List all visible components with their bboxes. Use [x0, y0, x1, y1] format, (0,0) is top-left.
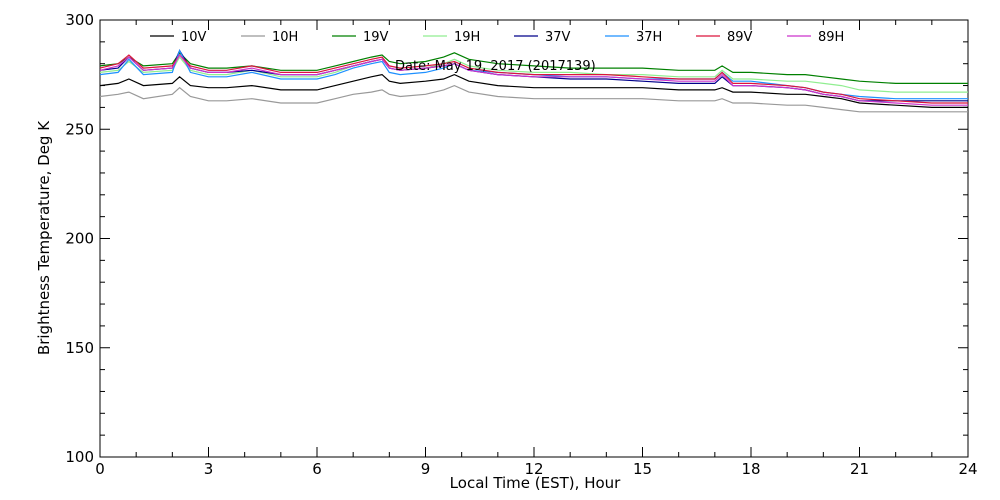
legend-label-10h: 10H	[272, 30, 298, 45]
x-tick-label: 9	[421, 460, 431, 478]
x-tick-label: 24	[958, 460, 977, 478]
y-tick-label: 250	[65, 120, 94, 138]
x-tick-label: 18	[741, 460, 760, 478]
x-tick-label: 6	[312, 460, 322, 478]
series-line-19v	[99, 51, 968, 85]
series-line-10h	[99, 84, 968, 113]
series-line-19h	[99, 56, 968, 93]
axis-ticks	[99, 19, 969, 458]
y-tick-label: 300	[65, 11, 94, 29]
x-tick-label: 12	[524, 460, 543, 478]
legend-label-10v: 10V	[181, 30, 207, 45]
axis-tick-labels: 0 3 6 9 12 15 18 21 24 100 150 200 250 300	[65, 11, 977, 478]
series-line-89h	[99, 53, 968, 106]
legend: 10V 10H 19V 19H 37V 37H 89V 89H	[150, 30, 844, 45]
legend-label-89h: 89H	[818, 30, 844, 45]
date-annotation: Date: May 19, 2017 (2017139)	[395, 59, 596, 74]
legend-label-37h: 37H	[636, 30, 662, 45]
series-line-89v	[99, 54, 968, 104]
y-axis-title: Brightness Temperature, Deg K	[35, 120, 53, 355]
legend-label-19h: 19H	[454, 30, 480, 45]
legend-label-19v: 19V	[363, 30, 389, 45]
y-tick-label: 200	[65, 230, 94, 248]
y-tick-label: 100	[65, 448, 94, 466]
legend-label-89v: 89V	[727, 30, 753, 45]
legend-label-37v: 37V	[545, 30, 571, 45]
series-line-10v	[99, 73, 968, 109]
x-tick-label: 3	[204, 460, 214, 478]
x-tick-label: 15	[633, 460, 652, 478]
series-lines	[99, 49, 968, 113]
y-tick-label: 150	[65, 339, 94, 357]
x-tick-label: 21	[850, 460, 869, 478]
x-axis-title: Local Time (EST), Hour	[450, 474, 621, 492]
x-tick-label: 0	[95, 460, 105, 478]
